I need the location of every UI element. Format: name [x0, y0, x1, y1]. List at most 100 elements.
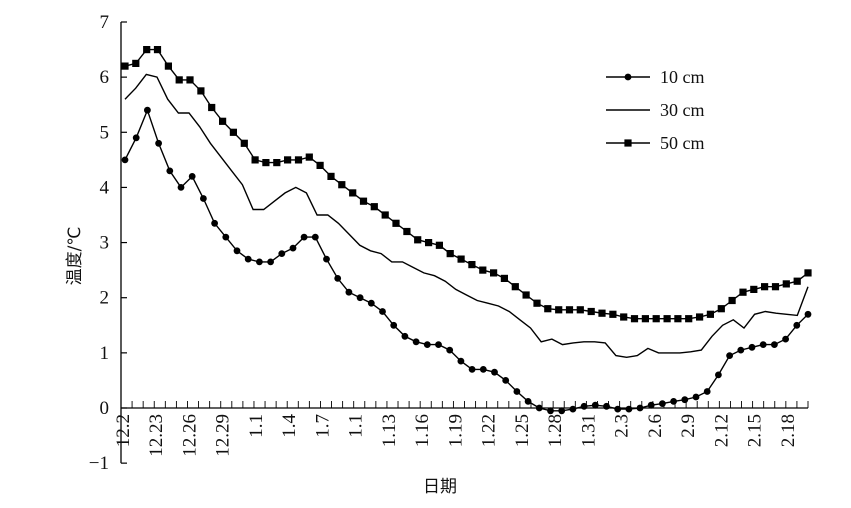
series-line-0: [124, 108, 809, 412]
data-point: [446, 250, 454, 258]
data-point: [759, 341, 767, 348]
data-point: [323, 255, 330, 263]
data-point: [446, 346, 454, 354]
data-point: [121, 156, 129, 164]
data-point: [522, 291, 530, 299]
data-point: [500, 274, 508, 282]
data-point: [278, 250, 286, 257]
data-point: [630, 315, 639, 323]
data-point: [609, 310, 617, 318]
data-point: [392, 219, 400, 227]
data-point: [804, 269, 812, 277]
data-point: [132, 59, 140, 67]
data-point: [750, 285, 758, 293]
data-point: [696, 313, 704, 321]
data-point: [703, 388, 711, 395]
x-tick-label: 2.12: [711, 414, 732, 447]
data-point: [222, 233, 230, 241]
data-point: [558, 407, 566, 415]
data-point: [479, 266, 487, 274]
legend-marker: [624, 73, 632, 81]
x-tick-label: 1.19: [445, 414, 466, 447]
x-tick-label: 1.4: [279, 414, 300, 438]
data-point: [771, 283, 780, 291]
y-tick-label: 4: [100, 177, 110, 198]
data-point: [367, 299, 375, 307]
y-tick-label: 7: [100, 12, 110, 33]
x-tick-label: 2.15: [745, 414, 766, 447]
data-point: [535, 404, 543, 412]
data-point: [647, 401, 655, 409]
data-point: [316, 161, 324, 169]
data-point: [533, 299, 541, 307]
data-point: [153, 46, 162, 54]
data-point: [793, 321, 801, 329]
data-point: [356, 294, 364, 302]
x-tick-label: 2.3: [612, 414, 633, 438]
axes: −1 0 1 2 3 4 5 6 7 12.2 12.23 12.26 12.29 1.1 1.4 1.7 1.…: [89, 12, 809, 474]
data-point: [262, 159, 270, 167]
data-point: [240, 139, 248, 147]
series-line-2: [124, 48, 809, 320]
legend-marker: [624, 139, 632, 147]
data-point: [256, 258, 263, 266]
data-point: [739, 288, 747, 296]
data-point: [349, 189, 357, 197]
data-point: [670, 398, 677, 405]
data-point: [379, 308, 386, 315]
data-point: [737, 346, 745, 354]
x-tick-label: 1.13: [379, 414, 400, 447]
data-point: [208, 103, 216, 112]
data-point: [706, 310, 714, 318]
y-tick-label: 3: [100, 233, 110, 254]
data-point: [164, 62, 172, 70]
data-point: [681, 396, 689, 404]
data-point: [598, 309, 606, 317]
data-point: [177, 184, 185, 191]
data-point: [267, 258, 274, 266]
data-point: [186, 76, 194, 84]
data-point: [300, 233, 308, 241]
data-point: [468, 261, 476, 269]
data-point: [251, 156, 259, 164]
data-point: [425, 239, 433, 247]
data-point: [457, 255, 465, 263]
y-tick-label: −1: [89, 453, 109, 474]
x-tick-label: 12.2: [113, 414, 134, 447]
data-point: [166, 167, 174, 175]
data-point: [188, 173, 196, 180]
data-point: [294, 156, 303, 164]
data-point: [782, 335, 789, 343]
data-point: [620, 313, 628, 321]
data-point: [603, 402, 610, 410]
data-point: [155, 139, 163, 147]
x-tick-label: 1.22: [479, 414, 500, 447]
data-point: [715, 371, 722, 379]
data-point: [580, 402, 588, 410]
data-point: [587, 307, 595, 316]
data-point: [211, 219, 219, 227]
data-point: [412, 338, 420, 346]
y-tick-label: 2: [100, 288, 110, 309]
legend-label: 10 cm: [660, 67, 705, 87]
data-point: [284, 156, 292, 164]
data-point: [555, 306, 563, 314]
x-tick-label: 1.28: [545, 414, 566, 447]
data-point: [132, 134, 140, 142]
y-axis-title: 温度/℃: [65, 227, 85, 286]
data-point: [748, 343, 756, 351]
data-point: [311, 233, 319, 241]
data-point: [359, 197, 368, 205]
data-point: [625, 405, 633, 413]
data-point: [244, 255, 252, 263]
data-point: [502, 377, 510, 384]
data-point: [219, 117, 227, 125]
data-point: [641, 315, 649, 323]
data-point: [175, 76, 183, 84]
series-line-1: [124, 73, 809, 359]
y-tick-label: 6: [100, 67, 110, 88]
x-tick-label: 12.26: [180, 414, 201, 457]
data-point: [143, 46, 151, 54]
data-point: [771, 341, 778, 348]
